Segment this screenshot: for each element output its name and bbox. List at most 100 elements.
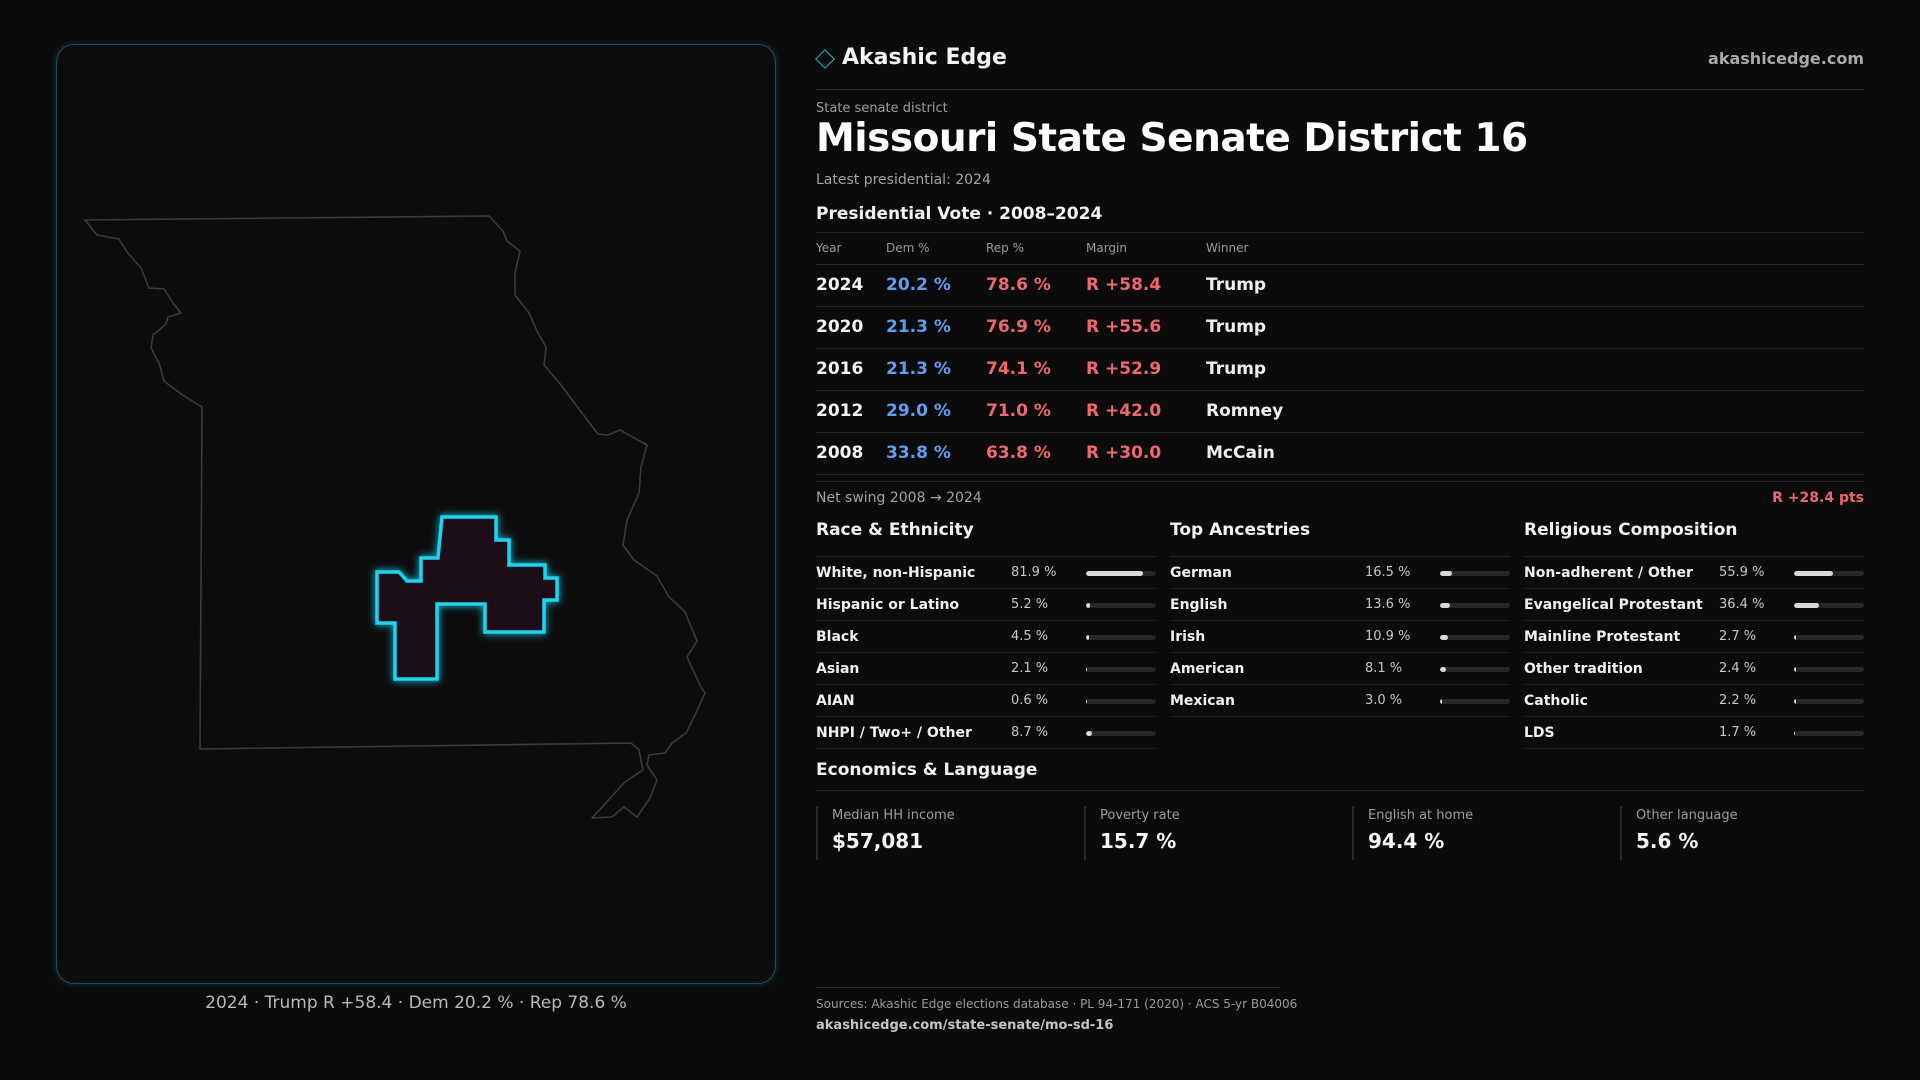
percent-bar-fill <box>1794 667 1796 672</box>
col-winner: Winner <box>1206 241 1249 255</box>
item-label: Non-adherent / Other <box>1524 565 1693 581</box>
rep-cell: 71.0 % <box>986 401 1051 421</box>
list-item: Hispanic or Latino 5.2 % <box>816 589 1156 621</box>
list-item: Irish 10.9 % <box>1170 621 1510 653</box>
percent-bar-fill <box>1440 603 1450 608</box>
sources-text: Sources: Akashic Edge elections database… <box>816 997 1298 1011</box>
list-item: German 16.5 % <box>1170 557 1510 589</box>
ancestry-list: German 16.5 % English 13.6 % Irish 10.9 % A… <box>1170 556 1510 717</box>
race-section-title: Race & Ethnicity <box>816 520 974 540</box>
stat-card-other-language: Other language 5.6 % <box>1620 806 1870 860</box>
percent-bar <box>1086 635 1156 640</box>
item-label: German <box>1170 565 1232 581</box>
winner-cell: Trump <box>1206 359 1267 379</box>
item-pct: 1.7 % <box>1719 725 1757 740</box>
col-rep: Rep % <box>986 241 1025 255</box>
stat-label: Poverty rate <box>1100 808 1180 823</box>
winner-cell: Romney <box>1206 401 1284 421</box>
percent-bar-fill <box>1086 571 1144 576</box>
item-pct: 4.5 % <box>1011 629 1049 644</box>
list-item: Asian 2.1 % <box>816 653 1156 685</box>
map-caption: 2024 · Trump R +58.4 · Dem 20.2 % · Rep … <box>205 993 627 1013</box>
col-dem: Dem % <box>886 241 930 255</box>
percent-bar-fill <box>1440 667 1446 672</box>
item-label: Evangelical Protestant <box>1524 597 1703 613</box>
table-row: 2024 20.2 % 78.6 % R +58.4 Trump <box>816 265 1864 307</box>
brand-url-link[interactable]: akashicedge.com <box>1708 49 1864 68</box>
item-label: Hispanic or Latino <box>816 597 960 613</box>
presidential-section-title: Presidential Vote · 2008–2024 <box>816 204 1103 224</box>
percent-bar <box>1440 699 1510 704</box>
item-pct: 16.5 % <box>1365 565 1411 580</box>
missouri-map <box>84 215 706 819</box>
percent-bar-fill <box>1794 635 1796 640</box>
table-header: Year Dem % Rep % Margin Winner <box>816 233 1864 265</box>
percent-bar <box>1086 667 1156 672</box>
margin-cell: R +30.0 <box>1086 443 1162 463</box>
item-label: LDS <box>1524 725 1555 741</box>
winner-cell: McCain <box>1206 443 1275 463</box>
source-url-link[interactable]: akashicedge.com/state-senate/mo-sd-16 <box>816 1018 1114 1033</box>
item-pct: 2.1 % <box>1011 661 1049 676</box>
percent-bar <box>1794 571 1864 576</box>
item-label: Other tradition <box>1524 661 1643 677</box>
item-pct: 36.4 % <box>1719 597 1765 612</box>
stat-value: 94.4 % <box>1368 829 1445 853</box>
item-pct: 3.0 % <box>1365 693 1403 708</box>
col-year: Year <box>816 241 842 255</box>
stat-card-income: Median HH income $57,081 <box>816 806 1066 860</box>
percent-bar <box>1794 699 1864 704</box>
table-row: 2012 29.0 % 71.0 % R +42.0 Romney <box>816 391 1864 433</box>
brand-name: Akashic Edge <box>842 45 1007 70</box>
table-row: 2008 33.8 % 63.8 % R +30.0 McCain <box>816 433 1864 475</box>
list-item: Non-adherent / Other 55.9 % <box>1524 557 1864 589</box>
percent-bar <box>1086 603 1156 608</box>
percent-bar-fill <box>1794 731 1796 736</box>
percent-bar-fill <box>1440 699 1443 704</box>
item-pct: 10.9 % <box>1365 629 1411 644</box>
list-item: Mainline Protestant 2.7 % <box>1524 621 1864 653</box>
net-swing-label: Net swing 2008 → 2024 <box>816 490 982 506</box>
percent-bar <box>1794 731 1864 736</box>
percent-bar-fill <box>1086 699 1088 704</box>
percent-bar-fill <box>1086 603 1090 608</box>
percent-bar <box>1440 603 1510 608</box>
table-row: 2020 21.3 % 76.9 % R +55.6 Trump <box>816 307 1864 349</box>
district-map-panel[interactable] <box>56 44 776 984</box>
item-label: Black <box>816 629 859 645</box>
list-item: AIAN 0.6 % <box>816 685 1156 717</box>
percent-bar <box>1440 635 1510 640</box>
race-list: White, non-Hispanic 81.9 % Hispanic or La… <box>816 556 1156 749</box>
item-pct: 55.9 % <box>1719 565 1765 580</box>
item-label: American <box>1170 661 1245 677</box>
item-pct: 8.1 % <box>1365 661 1403 676</box>
item-label: Irish <box>1170 629 1206 645</box>
net-swing-row: Net swing 2008 → 2024 R +28.4 pts <box>816 481 1864 511</box>
stat-card-english: English at home 94.4 % <box>1352 806 1602 860</box>
winner-cell: Trump <box>1206 317 1267 337</box>
margin-cell: R +55.6 <box>1086 317 1162 337</box>
divider <box>816 790 1864 791</box>
stat-value: $57,081 <box>832 829 924 853</box>
item-label: Mainline Protestant <box>1524 629 1681 645</box>
percent-bar-fill <box>1794 603 1820 608</box>
percent-bar-fill <box>1086 635 1090 640</box>
item-pct: 8.7 % <box>1011 725 1049 740</box>
percent-bar-fill <box>1440 571 1452 576</box>
percent-bar <box>1794 667 1864 672</box>
diamond-logo-icon <box>815 49 835 69</box>
col-margin: Margin <box>1086 241 1127 255</box>
stat-card-poverty: Poverty rate 15.7 % <box>1084 806 1334 860</box>
state-outline <box>84 215 706 819</box>
latest-presidential: Latest presidential: 2024 <box>816 172 991 188</box>
ancestry-section-title: Top Ancestries <box>1170 520 1311 540</box>
dem-cell: 21.3 % <box>886 317 951 337</box>
percent-bar <box>1086 571 1156 576</box>
item-pct: 5.2 % <box>1011 597 1049 612</box>
district-outline <box>375 515 559 681</box>
presidential-vote-table: Year Dem % Rep % Margin Winner 2024 20.2… <box>816 232 1864 475</box>
year-cell: 2020 <box>816 317 864 337</box>
year-cell: 2008 <box>816 443 864 463</box>
religion-section-title: Religious Composition <box>1524 520 1738 540</box>
stat-label: Other language <box>1636 808 1738 823</box>
